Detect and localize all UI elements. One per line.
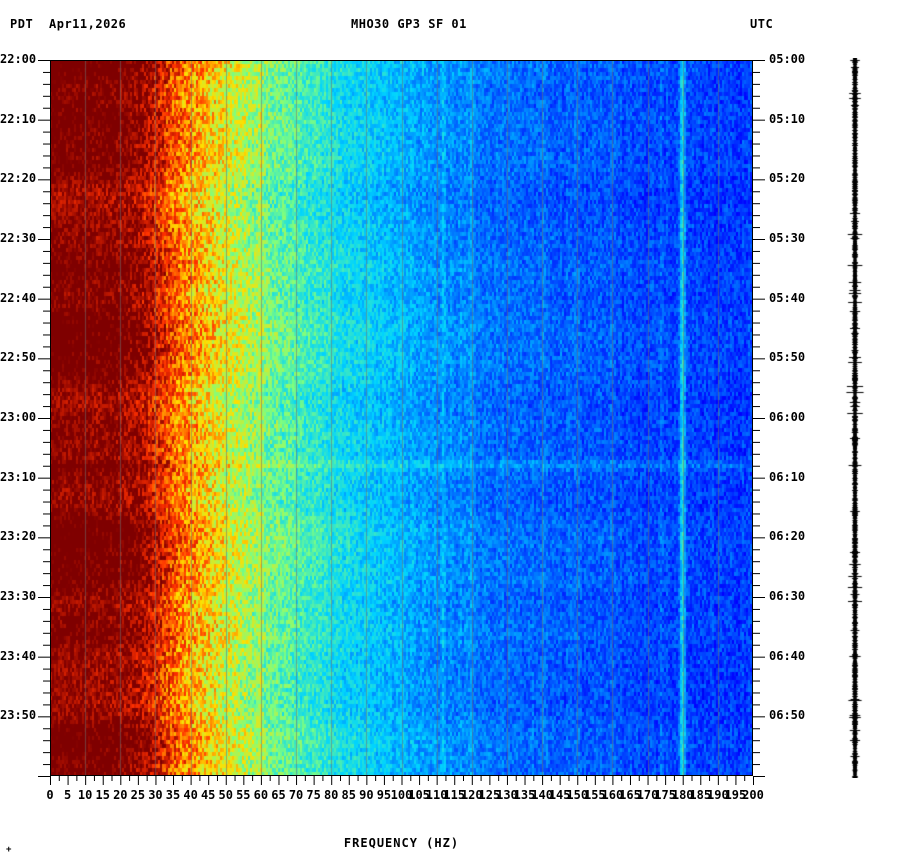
time-tick-label: 06:00 (769, 410, 806, 424)
time-tick-label: 05:30 (769, 231, 806, 245)
time-tick-label: 06:20 (769, 529, 806, 544)
time-tick-label: 23:50 (0, 708, 37, 723)
time-tick-label: 22:50 (0, 350, 37, 365)
time-tick-label: 05:20 (769, 171, 806, 186)
time-tick-label: 22:00 (0, 52, 37, 66)
frequency-tick-label: 35 (165, 788, 181, 802)
time-tick-label: 06:50 (769, 708, 806, 723)
time-tick-label: 22:10 (0, 111, 37, 126)
amplitude-trace-canvas (828, 58, 884, 778)
time-tick-label: 22:20 (0, 171, 37, 186)
time-tick-label: 23:30 (0, 589, 37, 603)
frequency-tick-label: 110 (425, 788, 448, 802)
time-tick-label: 06:10 (769, 469, 806, 484)
frequency-tick-label: 40 (183, 788, 198, 802)
frequency-tick-label: 150 (566, 788, 589, 802)
frequency-tick-label: 25 (130, 788, 146, 802)
frequency-tick-label: 5 (63, 788, 72, 802)
frequency-tick-label: 30 (148, 788, 163, 802)
frequency-tick-label: 115 (443, 788, 466, 802)
time-tick-label: 22:40 (0, 290, 37, 305)
time-tick-label: 22:30 (0, 231, 37, 245)
page-title: MHO30 GP3 SF 01 (351, 17, 467, 31)
frequency-tick-label: 0 (46, 788, 54, 802)
time-tick-label: 23:40 (0, 648, 37, 663)
frequency-tick-label: 45 (200, 788, 216, 802)
time-tick-label: 23:20 (0, 529, 37, 544)
frequency-tick-label: 15 (95, 788, 110, 802)
frequency-tick-label: 10 (77, 788, 93, 802)
frequency-tick-label: 175 (654, 788, 676, 802)
frequency-tick-label: 90 (359, 788, 374, 802)
time-tick-label: 05:40 (769, 290, 806, 305)
frequency-tick-label: 200 (742, 788, 764, 802)
frequency-tick-label: 120 (460, 788, 483, 802)
frequency-tick-label: 195 (724, 788, 747, 802)
frequency-tick-label: 95 (376, 788, 392, 802)
frequency-tick-label: 160 (601, 788, 624, 802)
x-axis-title: FREQUENCY (HZ) (343, 836, 460, 850)
frequency-tick-label: 55 (236, 788, 251, 802)
frequency-tick-label: 145 (548, 788, 571, 802)
frequency-tick-label: 130 (496, 788, 518, 802)
header-timezone-left: PDT (10, 17, 34, 31)
time-tick-label: 06:30 (769, 589, 806, 603)
frequency-tick-label: 155 (583, 788, 606, 802)
time-tick-label: 06:40 (769, 648, 806, 663)
frequency-tick-label: 170 (636, 788, 659, 802)
frequency-tick-label: 100 (390, 788, 413, 802)
time-tick-label: 05:50 (769, 350, 806, 365)
header-timezone-right: UTC (750, 17, 774, 31)
frequency-tick-label: 75 (306, 788, 321, 802)
frequency-tick-label: 125 (478, 788, 501, 802)
time-tick-label: 05:10 (769, 111, 806, 126)
spectrogram-canvas[interactable] (50, 60, 753, 776)
header-date: Apr11,2026 (49, 17, 127, 31)
frequency-tick-label: 85 (341, 788, 356, 802)
frequency-tick-label: 165 (619, 788, 641, 802)
time-tick-label: 05:00 (769, 52, 806, 66)
frequency-tick-label: 190 (707, 788, 729, 802)
frequency-tick-label: 60 (253, 788, 269, 802)
frequency-tick-label: 20 (113, 788, 128, 802)
time-tick-label: 23:10 (0, 469, 37, 484)
frequency-tick-label: 50 (218, 788, 233, 802)
frequency-tick-label: 135 (513, 788, 536, 802)
time-tick-label: 23:00 (0, 410, 37, 424)
frequency-tick-label: 105 (408, 788, 430, 802)
frequency-tick-label: 180 (671, 788, 694, 802)
frequency-tick-label: 80 (323, 788, 339, 802)
frequency-tick-label: 185 (689, 788, 712, 802)
spectrogram-plot[interactable] (50, 60, 753, 776)
frequency-tick-label: 140 (531, 788, 553, 802)
frequency-tick-label: 70 (288, 788, 304, 802)
corner-mark: + (6, 845, 12, 855)
frequency-tick-label: 65 (271, 788, 286, 802)
